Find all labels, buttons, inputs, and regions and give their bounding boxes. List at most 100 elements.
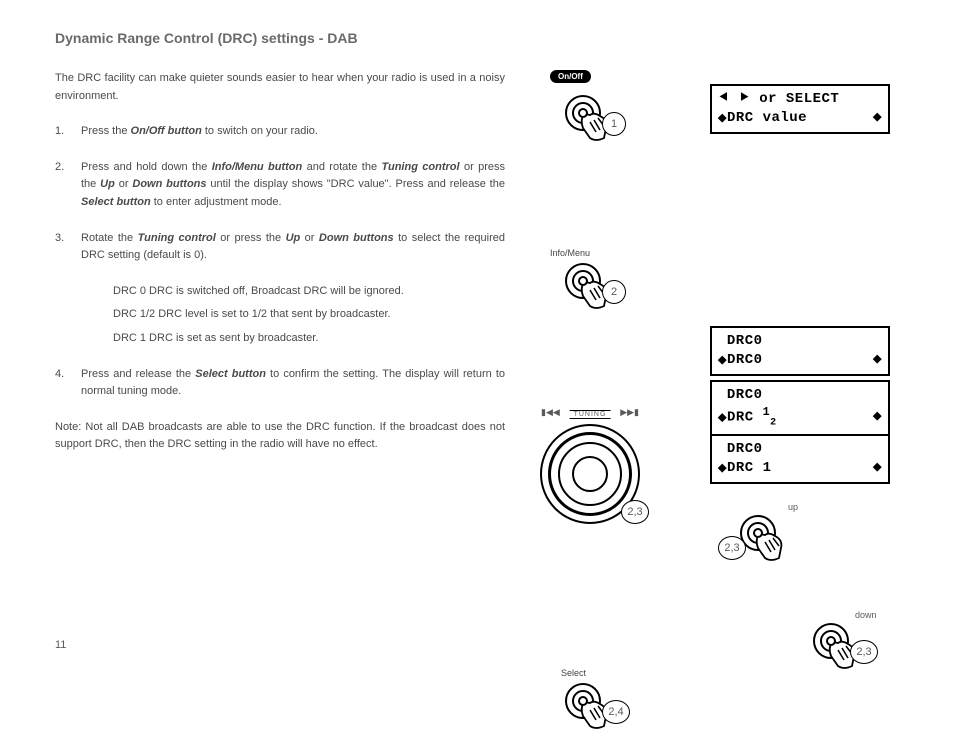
text: 1 xyxy=(763,405,771,419)
lcd-display-2: DRC0 ◆DRC0◆ xyxy=(710,326,890,376)
text: DRC0 xyxy=(727,387,763,403)
lcd-text: ◆DRC value xyxy=(718,109,807,128)
text: 2 xyxy=(770,417,777,428)
text: Press and release the xyxy=(81,368,195,380)
lcd-display-4: DRC0 ◆DRC 1◆ xyxy=(710,434,890,484)
bold-text: Info/Menu button xyxy=(212,161,303,173)
text: DRC0 xyxy=(727,352,763,368)
select-button-diagram: Select 2,4 xyxy=(555,668,625,738)
diamond-icon: ◆ xyxy=(873,461,882,476)
text: or xyxy=(300,232,319,244)
up-button-diagram: up 2,3 xyxy=(730,500,800,570)
text: Press the xyxy=(81,125,131,137)
text: and rotate the xyxy=(302,161,381,173)
infomenu-button-diagram: Info/Menu 2 xyxy=(555,248,625,318)
lcd-text: ◆DRC0 xyxy=(718,351,763,370)
step-number: 2. xyxy=(55,159,81,212)
select-label: Select xyxy=(561,668,586,678)
drc-def-1: DRC 1/2 DRC level is set to 1/2 that sen… xyxy=(113,306,505,324)
lcd-row: ◆DRC value◆ xyxy=(718,109,882,128)
diamond-icon: ◆ xyxy=(718,413,727,425)
step-body: Rotate the Tuning control or press the U… xyxy=(81,230,505,265)
step-4: 4. Press and release the Select button t… xyxy=(55,366,505,401)
step-body: Press and release the Select button to c… xyxy=(81,366,505,401)
bold-text: Tuning control xyxy=(138,232,216,244)
infomenu-label: Info/Menu xyxy=(550,248,590,258)
finger-icon xyxy=(826,636,836,646)
step-badge-down: 2,3 xyxy=(850,640,878,664)
text: Rotate the xyxy=(81,232,138,244)
drc-def-0: DRC 0 DRC is switched off, Broadcast DRC… xyxy=(113,283,505,301)
bold-text: Down buttons xyxy=(319,232,394,244)
bold-text: Up xyxy=(286,232,301,244)
diagram-column: On/Off 1 Info/Menu 2 ▮◀◀ TUNING ▶▶▮ xyxy=(535,70,914,540)
diamond-icon: ◆ xyxy=(718,355,727,367)
lcd-text: DRC0 xyxy=(718,386,763,405)
diamond-icon: ◆ xyxy=(873,410,882,425)
next-arrows-icon: ▶▶▮ xyxy=(620,407,639,418)
lcd-row: ◆DRC 12◆ xyxy=(718,405,882,430)
step-body: Press and hold down the Info/Menu button… xyxy=(81,159,505,212)
down-button-diagram: down 2,3 xyxy=(803,608,873,678)
diamond-icon: ◆ xyxy=(873,353,882,368)
step-badge-2: 2 xyxy=(602,280,626,304)
tuning-dial-diagram: ▮◀◀ TUNING ▶▶▮ 2,3 xyxy=(535,410,645,530)
text: DRC value xyxy=(727,110,807,126)
lcd-text: ◆DRC 1 xyxy=(718,459,771,478)
finger-icon xyxy=(578,276,588,286)
text-column: The DRC facility can make quieter sounds… xyxy=(55,70,505,540)
tuning-label: TUNING xyxy=(570,410,611,419)
lcd-row: ◆DRC 1◆ xyxy=(718,459,882,478)
text: to enter adjustment mode. xyxy=(151,196,282,208)
lcd-text: DRC0 xyxy=(718,332,763,351)
finger-icon xyxy=(578,696,588,706)
lcd-row: DRC0 xyxy=(718,440,882,459)
step-number: 3. xyxy=(55,230,81,265)
intro-text: The DRC facility can make quieter sounds… xyxy=(55,70,505,105)
bold-text: Select button xyxy=(195,368,266,380)
diamond-icon: ◆ xyxy=(718,113,727,125)
lcd-row: ◆DRC0◆ xyxy=(718,351,882,370)
dial-ring-4 xyxy=(572,456,608,492)
lcd-row: DRC0 xyxy=(718,332,882,351)
step-2: 2. Press and hold down the Info/Menu but… xyxy=(55,159,505,212)
steps-list-2: 4. Press and release the Select button t… xyxy=(55,366,505,401)
onoff-button-diagram: 1 xyxy=(555,80,625,150)
bold-text: Select button xyxy=(81,196,151,208)
page-number: 11 xyxy=(55,639,66,651)
step-badge-tuning: 2,3 xyxy=(621,500,649,524)
bold-text: Tuning control xyxy=(381,161,459,173)
step-number: 4. xyxy=(55,366,81,401)
step-body: Press the On/Off button to switch on you… xyxy=(81,123,505,141)
text: until the display shows "DRC value". Pre… xyxy=(207,178,505,190)
step-badge-up: 2,3 xyxy=(718,536,746,560)
bold-text: On/Off button xyxy=(131,125,202,137)
lcd-row: DRC0 xyxy=(718,386,882,405)
lcd-display-3: DRC0 ◆DRC 12◆ xyxy=(710,380,890,436)
text: to switch on your radio. xyxy=(202,125,318,137)
drc-def-2: DRC 1 DRC is set as sent by broadcaster. xyxy=(113,330,505,348)
prev-arrows-icon: ▮◀◀ xyxy=(541,407,560,418)
text: or xyxy=(115,178,133,190)
step-number: 1. xyxy=(55,123,81,141)
content-area: The DRC facility can make quieter sounds… xyxy=(55,70,914,540)
diamond-icon: ◆ xyxy=(718,463,727,475)
bold-text: Down buttons xyxy=(132,178,206,190)
finger-icon xyxy=(753,528,763,538)
down-label: down xyxy=(855,610,877,620)
lcd-text: ⯇ ⯈ or SELECT xyxy=(718,90,839,109)
text: DRC 1 xyxy=(727,460,772,476)
lcd-text: ◆DRC 12 xyxy=(718,405,777,430)
lcd-row: ⯇ ⯈ or SELECT xyxy=(718,90,882,109)
page-title: Dynamic Range Control (DRC) settings - D… xyxy=(55,30,914,46)
step-badge-select: 2,4 xyxy=(602,700,630,724)
up-label: up xyxy=(788,502,798,512)
diamond-icon: ◆ xyxy=(873,111,882,126)
text: or press the xyxy=(216,232,286,244)
lcd-text: DRC0 xyxy=(718,440,763,459)
drc-definitions: DRC 0 DRC is switched off, Broadcast DRC… xyxy=(113,283,505,348)
text: DRC0 xyxy=(727,441,763,457)
text: DRC0 xyxy=(727,333,763,349)
text: Press and hold down the xyxy=(81,161,212,173)
bold-text: Up xyxy=(100,178,115,190)
